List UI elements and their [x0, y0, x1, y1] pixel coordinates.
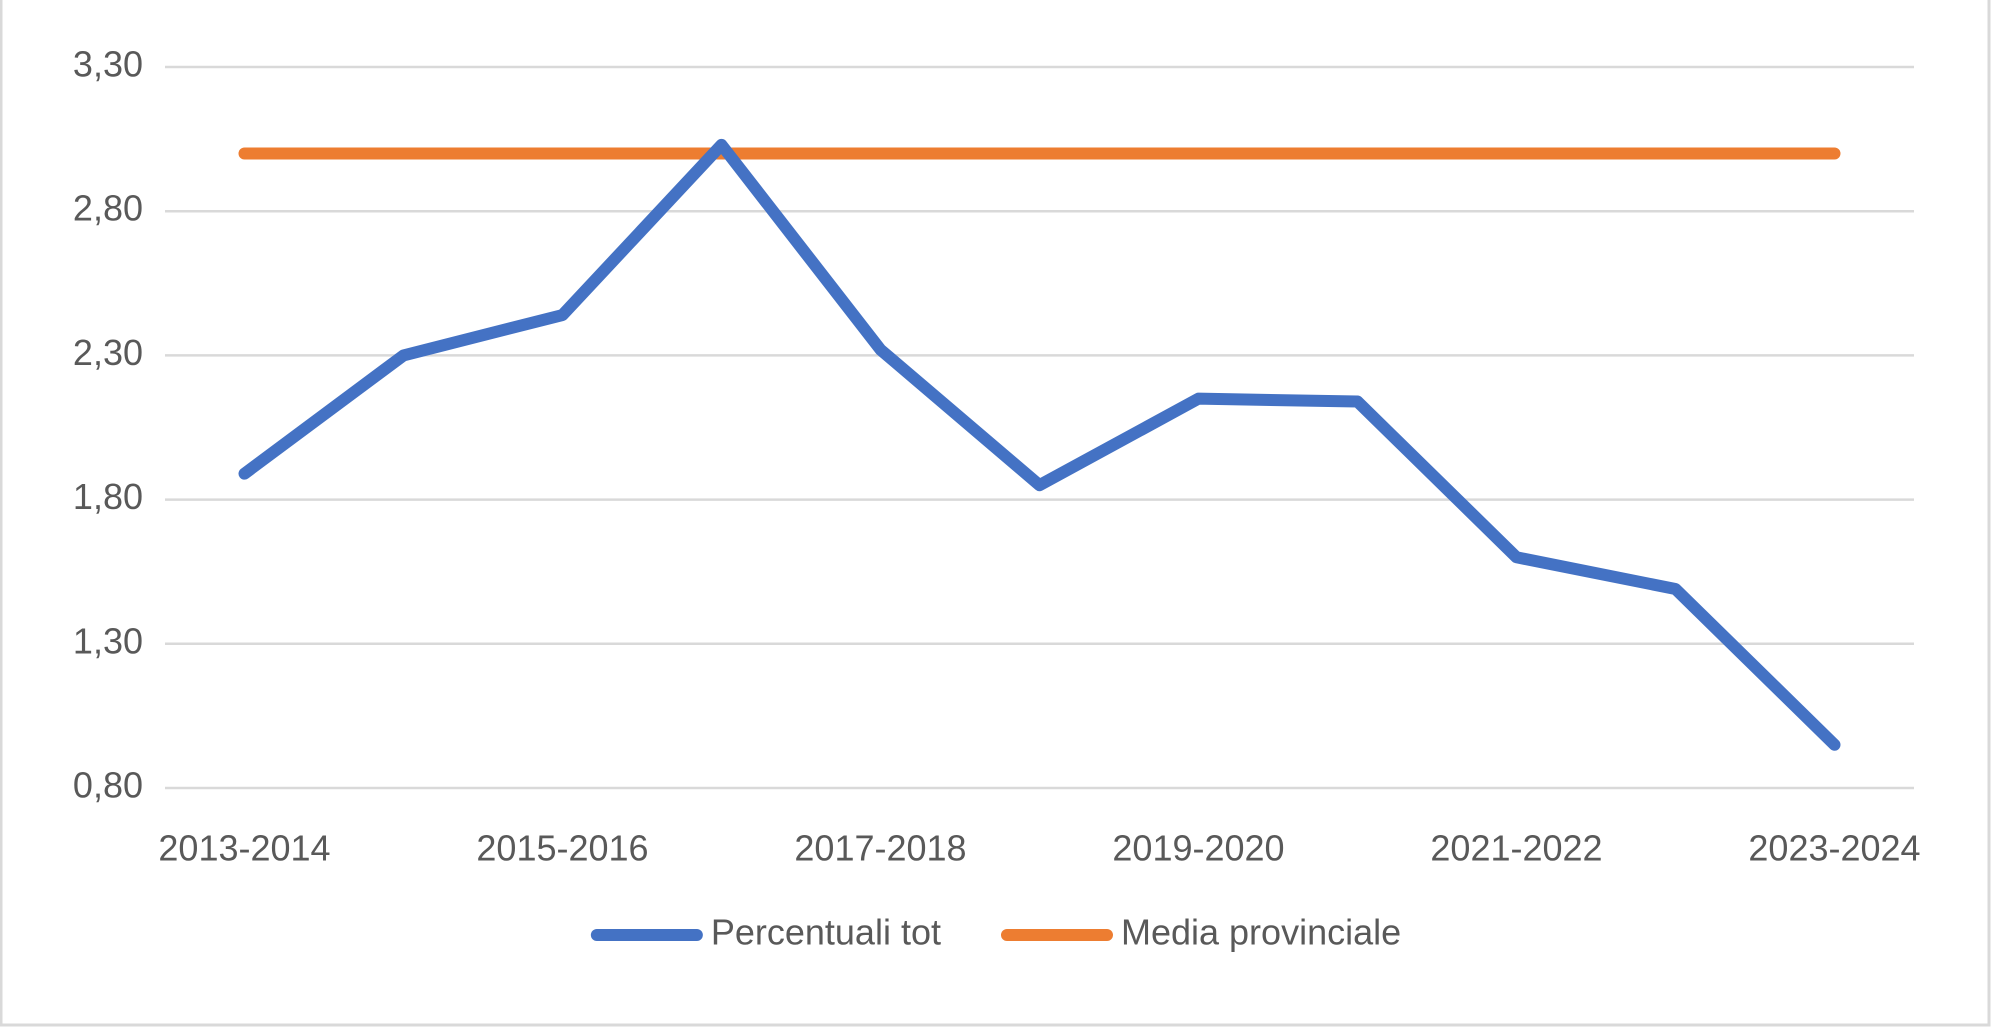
- y-tick-label: 1,80: [73, 476, 143, 517]
- y-tick-label: 3,30: [73, 44, 143, 85]
- x-tick-label: 2021-2022: [1430, 828, 1602, 869]
- y-tick-label: 2,80: [73, 188, 143, 229]
- x-tick-label: 2017-2018: [794, 828, 966, 869]
- y-tick-label: 2,30: [73, 332, 143, 373]
- series-line: [238, 138, 1841, 751]
- legend-label: Media provinciale: [1121, 912, 1401, 953]
- x-tick-label: 2019-2020: [1112, 828, 1284, 869]
- x-tick-label: 2013-2014: [158, 828, 330, 869]
- y-tick-label: 0,80: [73, 765, 143, 806]
- x-tick-label: 2023-2024: [1748, 828, 1920, 869]
- legend-label: Percentuali tot: [711, 912, 941, 953]
- x-tick-label: 2015-2016: [476, 828, 648, 869]
- y-tick-label: 1,30: [73, 620, 143, 661]
